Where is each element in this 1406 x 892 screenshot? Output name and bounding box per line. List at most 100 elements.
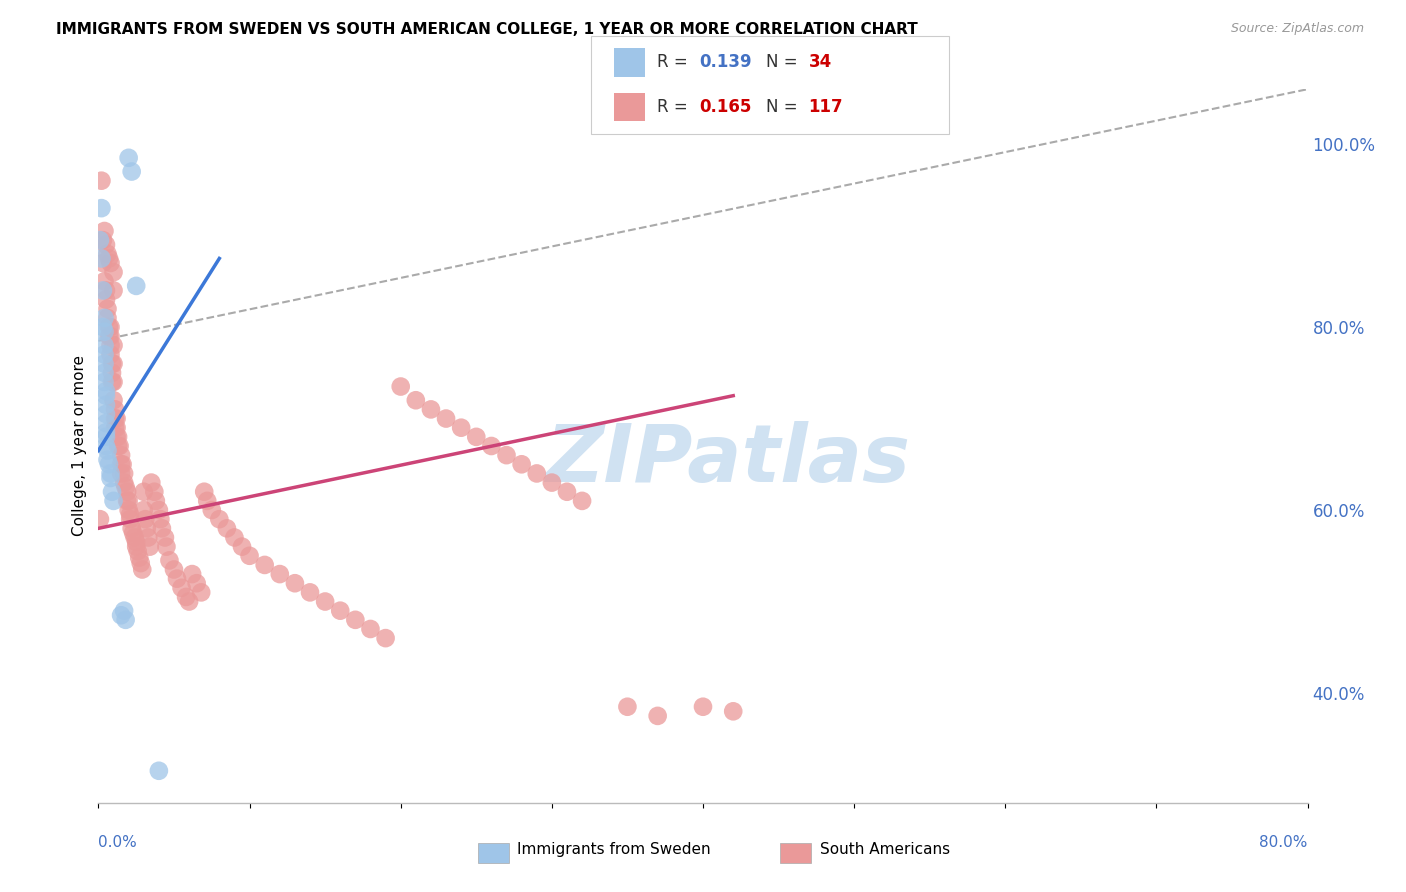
Point (122, 525, 145, 540)
Point (112, 475, 135, 490)
Point (90, 174, 112, 188)
Point (112, 604, 135, 618)
Point (239, 549, 262, 563)
Point (94, 439, 117, 453)
Point (284, 576, 307, 591)
Text: ZIPatlas: ZIPatlas (544, 421, 910, 500)
Point (571, 494, 593, 508)
Point (215, 521, 238, 535)
Point (195, 494, 218, 508)
Point (125, 535, 148, 549)
Point (93, 357, 115, 371)
Point (114, 613, 136, 627)
Point (101, 375, 124, 389)
Point (96, 443, 118, 458)
Point (91, 284, 114, 298)
Point (115, 494, 138, 508)
Text: 0.165: 0.165 (699, 98, 751, 116)
Text: 117: 117 (808, 98, 844, 116)
Point (107, 439, 129, 453)
Point (93, 338, 115, 352)
Point (121, 164, 143, 178)
Point (103, 494, 125, 508)
Point (145, 494, 167, 508)
Point (94, 384, 117, 398)
Point (115, 484, 138, 499)
Point (374, 631, 396, 645)
Point (103, 265, 125, 279)
Point (114, 480, 136, 494)
Point (153, 531, 176, 545)
Point (344, 613, 367, 627)
Point (120, 508, 142, 522)
Point (100, 320, 122, 334)
Point (329, 604, 352, 618)
Text: N =: N = (766, 54, 803, 71)
Point (107, 430, 129, 444)
Point (141, 475, 163, 490)
Text: Source: ZipAtlas.com: Source: ZipAtlas.com (1230, 22, 1364, 36)
Point (174, 590, 197, 604)
Text: South Americans: South Americans (820, 842, 950, 856)
Point (118, 503, 141, 517)
Point (105, 411, 128, 425)
Point (91, 320, 114, 334)
Point (159, 553, 181, 567)
Point (149, 512, 172, 526)
Point (121, 521, 143, 535)
Point (692, 699, 714, 714)
Point (94, 237, 117, 252)
Point (104, 402, 127, 417)
Point (94, 293, 117, 307)
Point (132, 503, 155, 517)
Text: 0.0%: 0.0% (98, 835, 138, 850)
Point (118, 494, 141, 508)
Point (96, 310, 118, 325)
Point (91, 233, 114, 247)
Point (91, 256, 114, 270)
Point (100, 329, 122, 343)
Point (100, 347, 122, 361)
Point (96, 247, 118, 261)
Point (193, 484, 215, 499)
Point (124, 531, 146, 545)
Point (125, 540, 148, 554)
Point (100, 467, 122, 481)
Point (96, 301, 118, 316)
Text: 0.139: 0.139 (699, 54, 751, 71)
Point (94, 398, 117, 412)
Text: R =: R = (657, 54, 693, 71)
Point (163, 562, 186, 576)
Point (231, 540, 253, 554)
Point (94, 389, 117, 403)
Point (148, 503, 170, 517)
Point (201, 503, 224, 517)
Point (179, 594, 201, 608)
Point (89, 512, 111, 526)
Point (93, 310, 115, 325)
Point (299, 585, 322, 599)
Point (100, 256, 122, 270)
Point (128, 550, 150, 565)
Point (269, 567, 291, 582)
Point (155, 540, 177, 554)
Point (131, 562, 153, 576)
Point (540, 475, 562, 490)
Point (139, 540, 162, 554)
Point (495, 448, 517, 462)
Point (93, 347, 115, 361)
Text: R =: R = (657, 98, 693, 116)
Point (465, 430, 488, 444)
Point (94, 284, 117, 298)
Point (118, 151, 141, 165)
Point (100, 471, 122, 485)
Point (90, 201, 112, 215)
Point (110, 467, 132, 481)
Point (360, 622, 382, 636)
Point (166, 572, 188, 586)
Point (125, 279, 148, 293)
Point (405, 393, 427, 408)
Point (389, 379, 412, 393)
Point (98, 458, 121, 472)
Point (132, 484, 155, 499)
